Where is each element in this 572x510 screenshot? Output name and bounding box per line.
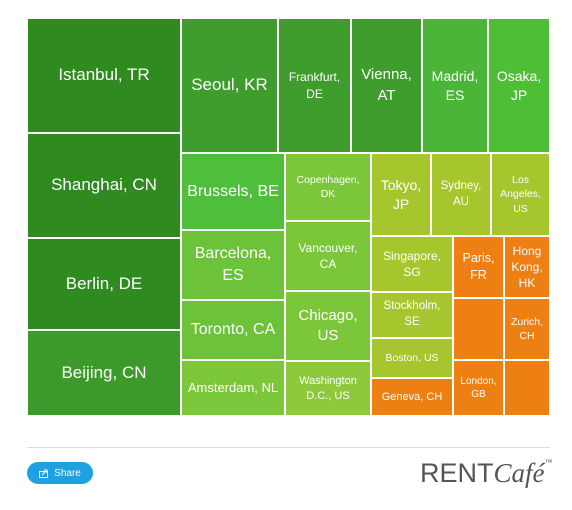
tile[interactable]: Vienna, AT — [351, 18, 422, 153]
tile[interactable]: Los Angeles, US — [491, 153, 550, 236]
tile[interactable]: Barcelona, ES — [181, 230, 285, 300]
tile[interactable]: Osaka, JP — [488, 18, 550, 153]
tile[interactable]: Washington D.C., US — [285, 361, 371, 416]
tile[interactable]: Tokyo, JP — [371, 153, 431, 236]
tile[interactable]: Sydney, AU — [431, 153, 491, 236]
tile[interactable]: Copenhagen, DK — [285, 153, 371, 221]
tile[interactable]: Beijing, CN — [27, 330, 181, 416]
tile[interactable]: Paris, FR — [453, 236, 504, 298]
tile[interactable]: Singapore, SG — [371, 236, 453, 292]
tile[interactable]: Boston, US — [371, 338, 453, 378]
share-icon — [39, 469, 49, 478]
tile[interactable]: Amsterdam, NL — [181, 360, 285, 416]
tile[interactable]: Brussels, BE — [181, 153, 285, 230]
logo-rent: RENT — [420, 458, 494, 488]
divider — [27, 447, 550, 448]
tile[interactable]: Zurich, CH — [504, 298, 550, 360]
share-button[interactable]: Share — [27, 462, 93, 484]
tile[interactable]: London, GB — [453, 360, 504, 416]
tile[interactable]: Madrid, ES — [422, 18, 488, 153]
share-label: Share — [54, 467, 81, 479]
tile[interactable]: Hong Kong, HK — [504, 236, 550, 298]
tile[interactable]: Vancouver, CA — [285, 221, 371, 291]
tile[interactable]: Stockholm, SE — [371, 292, 453, 338]
tile[interactable]: Chicago, US — [285, 291, 371, 361]
tile[interactable]: Berlin, DE — [27, 238, 181, 330]
tile[interactable]: Geneva, CH — [371, 378, 453, 416]
blank-tile — [453, 298, 504, 360]
tile[interactable]: Istanbul, TR — [27, 18, 181, 133]
logo: RENTCafé™ — [420, 458, 553, 489]
tile[interactable]: Seoul, KR — [181, 18, 278, 153]
logo-cafe: Café — [493, 458, 545, 488]
blank-tile — [504, 360, 550, 416]
tile[interactable]: Toronto, CA — [181, 300, 285, 360]
tile[interactable]: Shanghai, CN — [27, 133, 181, 238]
logo-tm: ™ — [544, 458, 553, 467]
tile[interactable]: Frankfurt, DE — [278, 18, 351, 153]
